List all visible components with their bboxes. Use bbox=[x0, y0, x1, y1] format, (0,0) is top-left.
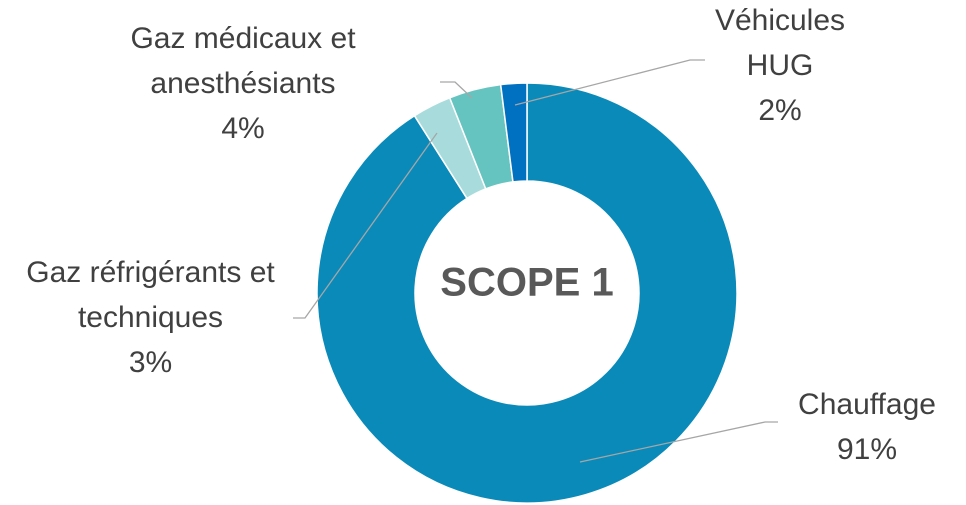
leader-line bbox=[579, 421, 778, 463]
data-label: Chauffage 91% bbox=[782, 382, 952, 472]
category-label: Gaz réfrigérants et techniques bbox=[26, 256, 275, 334]
value-label: 2% bbox=[758, 94, 802, 127]
leader-line bbox=[440, 81, 473, 99]
category-label: Chauffage bbox=[798, 388, 936, 421]
data-label: Gaz médicaux et anesthésiants 4% bbox=[93, 16, 393, 151]
center-title: SCOPE 1 bbox=[440, 261, 613, 305]
category-label: Gaz médicaux et anesthésiants bbox=[130, 22, 356, 100]
leader-line bbox=[514, 59, 705, 106]
donut-segment bbox=[499, 82, 528, 183]
category-label: Véhicules HUG bbox=[714, 4, 846, 82]
value-label: 4% bbox=[221, 112, 265, 145]
leader-line bbox=[293, 132, 438, 319]
donut bbox=[316, 82, 738, 504]
value-label: 91% bbox=[836, 433, 898, 466]
value-label: 3% bbox=[128, 346, 173, 379]
donut-segment bbox=[316, 82, 738, 504]
data-label: Gaz réfrigérants et techniques 3% bbox=[8, 250, 293, 385]
data-label: Véhicules HUG 2% bbox=[695, 0, 865, 133]
